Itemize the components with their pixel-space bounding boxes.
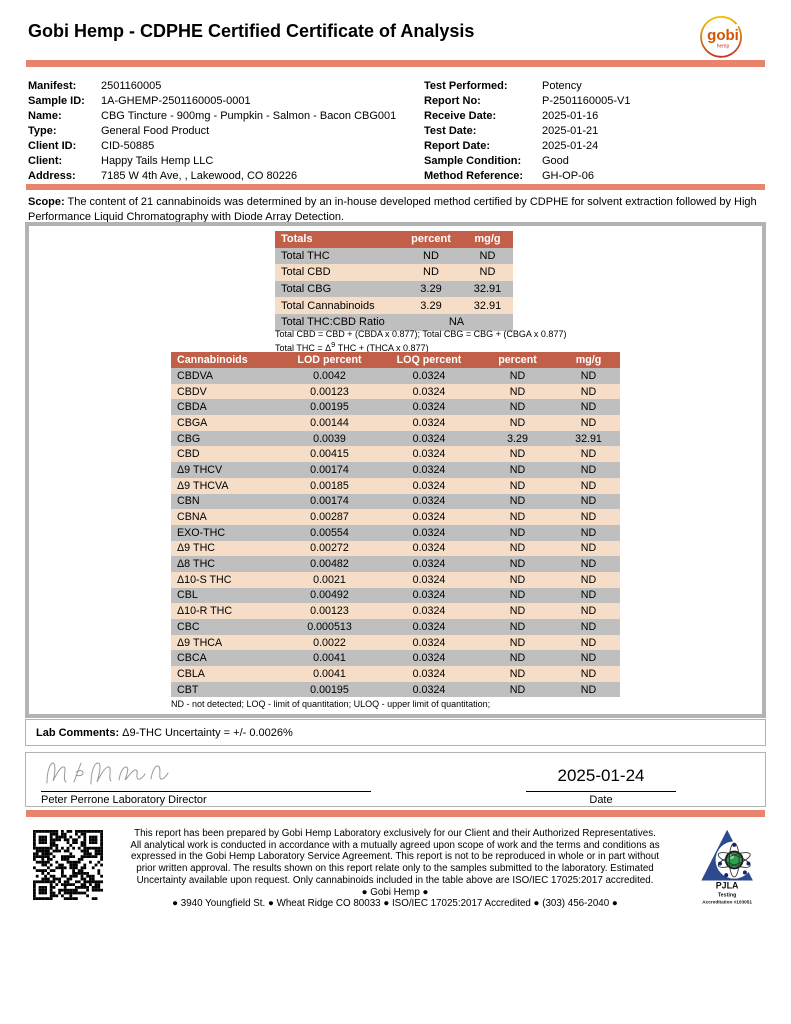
svg-text:Testing: Testing [718,892,737,898]
svg-text:gobi: gobi [707,27,739,44]
svg-text:Accreditation #103051: Accreditation #103051 [702,900,752,905]
svg-text:hemp: hemp [717,44,730,50]
svg-text:PJLA: PJLA [716,880,739,890]
